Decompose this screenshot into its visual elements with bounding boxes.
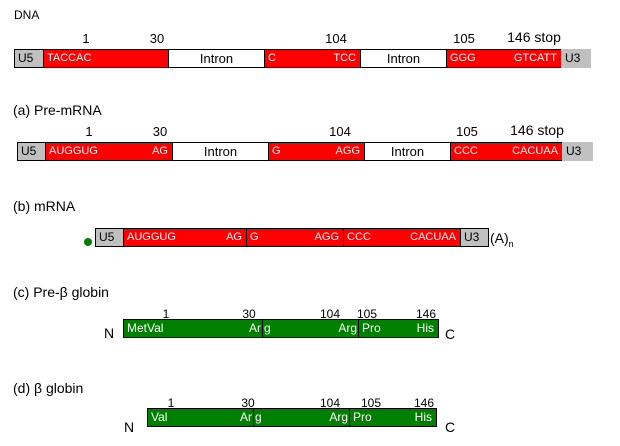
pre-globin-seg-1: MetVal Ar — [123, 319, 263, 338]
globin-n-terminus: N — [124, 419, 135, 435]
mrna-exon-1: AUGGUG AG — [123, 228, 247, 247]
pre-mrna-title: (a) Pre-mRNA — [13, 102, 102, 118]
pre-mrna-pos-146: 146 stop — [510, 122, 564, 138]
dna-title: DNA — [14, 8, 40, 22]
pre-mrna-intron-2: Intron — [364, 142, 451, 161]
pre-mrna-exon-3: CCC CACUAA — [450, 142, 563, 161]
globin-pos-1: 1 — [167, 396, 175, 410]
pre-globin-seg-3: Pro His — [358, 319, 439, 338]
pre-mrna-pos-30: 30 — [152, 124, 168, 139]
dna-exon-2: C TCC — [264, 49, 361, 68]
pre-globin-c-terminus: C — [445, 326, 456, 342]
globin-seg-1: Val Ar — [147, 408, 254, 427]
pre-globin-seg-3-end: His — [416, 321, 434, 335]
dna-exon-3-end: GTCATT — [513, 52, 557, 64]
mrna-title: (b) mRNA — [13, 198, 76, 214]
pre-mrna-u3: U3 — [562, 142, 593, 161]
mrna-exon-3-start: CCC — [347, 231, 371, 243]
globin-seg-1-end: Ar — [240, 410, 252, 424]
pre-globin-title: (c) Pre-β globin — [13, 284, 109, 300]
dna-exon-1-start: TACCAC — [47, 52, 92, 64]
globin-seg-2: g Arg — [253, 408, 350, 427]
globin-seg-3-start: Pro — [353, 410, 372, 424]
pre-globin-seg-1-end: Ar — [249, 321, 261, 335]
mrna-u5: U5 — [95, 228, 124, 247]
pre-globin-pos-30: 30 — [242, 307, 256, 321]
dna-u3: U3 — [561, 49, 591, 68]
pre-globin-pos-105: 105 — [356, 307, 378, 321]
pre-mrna-pos-104: 104 — [329, 124, 351, 139]
mrna-exon-2-start: G — [250, 231, 259, 243]
pre-mrna-exon-3-end: CACUAA — [512, 145, 558, 157]
pre-mrna-exon-2-end: AGG — [335, 145, 360, 157]
dna-pos-1: 1 — [82, 31, 90, 46]
globin-pos-105: 105 — [360, 396, 382, 410]
pre-globin-seg-2: g Arg — [262, 319, 359, 338]
pre-globin-pos-1: 1 — [162, 307, 170, 321]
mrna-exon-3-end: CACUAA — [410, 231, 456, 243]
mrna-exon-1-end: AG — [226, 231, 242, 243]
dna-exon-2-start: C — [268, 52, 276, 64]
poly-a-text: (A) — [490, 230, 509, 246]
mrna-exon-1-start: AUGGUG — [127, 231, 176, 243]
globin-seg-1-start: Val — [151, 410, 168, 424]
pre-globin-seg-2-end: Arg — [338, 321, 357, 335]
dna-exon-2-end: TCC — [333, 52, 356, 64]
poly-a-subscript: n — [508, 238, 514, 249]
pre-globin-n-terminus: N — [104, 325, 115, 341]
pre-mrna-exon-2: G AGG — [268, 142, 365, 161]
globin-pos-30: 30 — [241, 396, 255, 410]
pre-mrna-u5: U5 — [17, 142, 46, 161]
mrna-exon-2-end: AGG — [314, 231, 339, 243]
dna-exon-1: TACCAC — [43, 49, 169, 68]
pre-globin-pos-146: 146 — [415, 307, 437, 321]
pre-mrna-exon-2-start: G — [272, 145, 281, 157]
dna-exon-3: GGG GTCATT — [446, 49, 562, 68]
globin-title: (d) β globin — [13, 380, 84, 396]
pre-mrna-exon-1: AUGGUG AG — [45, 142, 173, 161]
dna-pos-105: 105 — [453, 31, 475, 46]
dna-intron-1: Intron — [168, 49, 265, 68]
pre-globin-seg-1-start: MetVal — [127, 321, 164, 335]
pre-mrna-pos-1: 1 — [85, 124, 93, 139]
globin-seg-2-start: g — [255, 410, 262, 424]
pre-globin-seg-2-start: g — [264, 321, 271, 335]
mrna-exon-3: CCC CACUAA — [343, 228, 461, 247]
globin-c-terminus: C — [445, 419, 456, 435]
globin-pos-104: 104 — [319, 396, 341, 410]
pre-mrna-exon-1-start: AUGGUG — [49, 145, 98, 157]
pre-mrna-exon-1-end: AG — [152, 145, 168, 157]
globin-pos-146: 146 — [413, 396, 435, 410]
dna-pos-30: 30 — [149, 31, 165, 46]
pre-globin-seg-3-start: Pro — [362, 321, 381, 335]
pre-mrna-pos-105: 105 — [456, 124, 478, 139]
globin-seg-2-end: Arg — [329, 410, 348, 424]
poly-a-tail: (A)n — [490, 230, 514, 249]
pre-mrna-exon-3-start: CCC — [454, 145, 478, 157]
pre-mrna-intron-1: Intron — [172, 142, 269, 161]
mrna-exon-2: G AGG — [246, 228, 344, 247]
globin-seg-3: Pro His — [349, 408, 437, 427]
pre-globin-pos-104: 104 — [319, 307, 341, 321]
dna-pos-104: 104 — [325, 31, 347, 46]
cap-dot-icon — [84, 238, 92, 246]
globin-seg-3-end: His — [414, 410, 432, 424]
dna-exon-3-start: GGG — [450, 52, 476, 64]
dna-pos-146: 146 stop — [507, 29, 561, 45]
mrna-u3: U3 — [460, 228, 489, 247]
dna-u5: U5 — [14, 49, 44, 68]
dna-intron-2: Intron — [360, 49, 447, 68]
